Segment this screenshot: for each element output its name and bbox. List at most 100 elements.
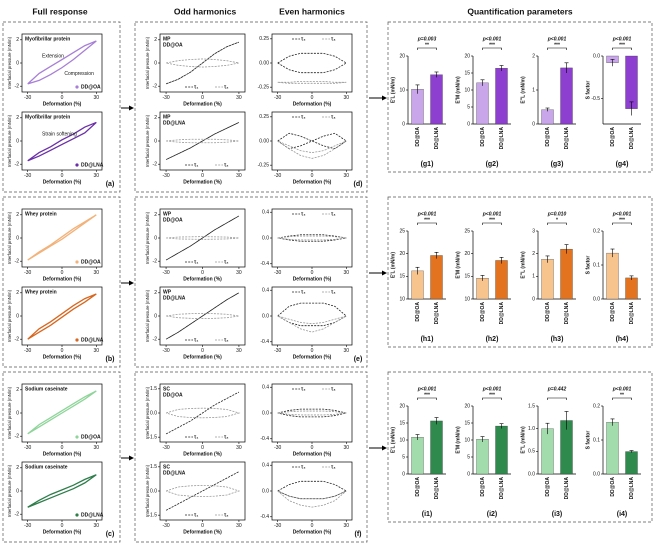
significance: *** [489, 42, 495, 48]
panel-label: (h1) [421, 336, 434, 343]
x-tick-label: -30 [162, 173, 169, 179]
y-tick-label: 0.00 [259, 138, 269, 144]
arrow-head [382, 445, 387, 451]
x-tick-label: DD@OA [480, 477, 486, 497]
y-axis-label: E′L (mN/m) [390, 77, 396, 103]
x-tick-label: 0 [311, 173, 314, 179]
y-tick-label: 10 [464, 87, 470, 93]
y-tick-label: 0 [16, 488, 19, 494]
y-axis-label: Interfacial pressure (mN/m) [7, 114, 12, 167]
y-tick-label: 0.0 [593, 53, 600, 59]
bar [495, 260, 508, 300]
y-tick-label: 0 [16, 313, 19, 319]
x-axis-label: Deformation (%) [293, 101, 332, 107]
x-tick-label: 30 [236, 95, 242, 101]
bar [541, 428, 554, 475]
series-line [27, 474, 97, 508]
x-tick-label: DD@LNA [434, 302, 440, 325]
p-value: p<0.001 [482, 211, 502, 217]
x-axis-label: Deformation (%) [293, 276, 332, 282]
y-tick-label: 20 [399, 251, 405, 257]
x-tick-label: 30 [94, 348, 100, 354]
series-line [277, 408, 347, 418]
y-tick-label: 0.0 [262, 313, 269, 319]
panel-label: (b) [106, 356, 115, 363]
x-tick-label: 0 [201, 173, 204, 179]
y-axis-label: Interfacial pressure (mN/m) [7, 211, 12, 264]
p-value: p<0.001 [547, 36, 567, 42]
bar [625, 451, 638, 475]
arrow-head [129, 455, 134, 461]
legend-label: τ₄ [331, 211, 336, 217]
x-tick-label: 30 [94, 523, 100, 529]
panel-label: (g1) [421, 161, 434, 168]
p-value: p<0.001 [612, 211, 632, 217]
p-value: p<0.001 [482, 36, 502, 42]
y-tick-label: -0.25 [258, 84, 270, 90]
group-box [387, 371, 653, 523]
y-axis-label: E′M (mN/m) [455, 76, 461, 104]
panel-subtitle: DD@LNA [163, 295, 186, 301]
legend-label: τ₄ [331, 36, 336, 42]
bracket [482, 397, 502, 400]
bar [476, 277, 489, 300]
x-tick-label: 0 [61, 95, 64, 101]
y-tick-label: -2 [15, 162, 20, 168]
annotation: Extension [42, 53, 64, 59]
bracket [417, 47, 437, 50]
y-tick-label: 0.0 [150, 488, 157, 494]
x-tick-label: 0 [311, 445, 314, 451]
x-tick-label: DD@LNA [434, 477, 440, 500]
y-tick-label: -2 [15, 512, 20, 518]
significance: *** [489, 392, 495, 398]
p-value: p<0.001 [612, 386, 632, 392]
series-line [165, 484, 241, 498]
significance: *** [619, 217, 625, 223]
x-tick-label: 0 [61, 348, 64, 354]
bar [625, 277, 638, 300]
significance: *** [424, 392, 430, 398]
panel-title: Whey protein [25, 211, 57, 217]
x-tick-label: -30 [24, 270, 31, 276]
y-tick-label: 0.0 [262, 410, 269, 416]
bracket [612, 397, 632, 400]
legend-label: τ₄ [331, 114, 336, 120]
x-tick-label: -30 [274, 270, 281, 276]
y-tick-label: 0 [16, 410, 19, 416]
x-tick-label: -30 [24, 445, 31, 451]
bracket [482, 47, 502, 50]
x-tick-label: DD@OA [480, 302, 486, 322]
bar [430, 255, 443, 300]
x-tick-label: DD@LNA [499, 477, 505, 500]
y-tick-label: -1.5 [148, 434, 157, 440]
y-tick-label: -2 [15, 259, 20, 265]
x-tick-label: DD@LNA [499, 302, 505, 325]
y-tick-label: 10 [399, 87, 405, 93]
series-line [27, 214, 97, 261]
bar [476, 439, 489, 475]
x-tick-label: 30 [344, 95, 350, 101]
y-tick-label: 0.4 [262, 210, 269, 216]
y-tick-label: 2 [16, 212, 19, 218]
y-tick-label: 15 [399, 274, 405, 280]
panel-label: (h2) [486, 336, 499, 343]
y-tick-label: 2 [154, 212, 157, 218]
y-tick-label: -0.4 [260, 339, 269, 345]
y-tick-label: 0.2 [593, 403, 600, 409]
y-tick-label: 0.2 [593, 228, 600, 234]
series-line [27, 293, 97, 340]
bar [541, 109, 554, 125]
y-tick-label: 10 [464, 296, 470, 302]
series-line [27, 40, 97, 85]
legend-swatch [75, 513, 79, 517]
y-tick-label: 20 [464, 403, 470, 409]
x-tick-label: 30 [94, 173, 100, 179]
panel-subtitle: DD@OA [163, 42, 183, 48]
x-tick-label: 30 [236, 173, 242, 179]
y-tick-label: 25 [464, 228, 470, 234]
x-tick-label: DD@OA [610, 302, 616, 322]
y-tick-label: 0 [402, 121, 405, 127]
y-tick-label: -2 [153, 337, 158, 343]
y-axis-label: E′M (mN/m) [455, 426, 461, 454]
